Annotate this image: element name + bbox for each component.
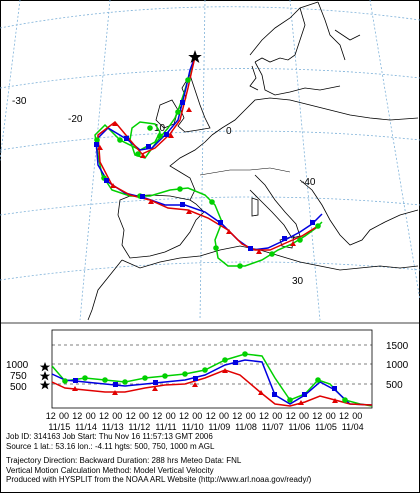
- info-line-5: Produced with HYSPLIT from the NOAA ARL …: [6, 475, 312, 485]
- hour-label: 12: [259, 411, 269, 421]
- hour-label: 12: [72, 411, 82, 421]
- map-label-5: 30: [292, 276, 304, 287]
- left-tick-1: 750: [10, 371, 27, 382]
- height-panel: 1500 1000 500 1000 750 500: [0, 322, 420, 430]
- date-label: 11/09: [208, 422, 230, 430]
- map-label-3: 0: [226, 126, 232, 137]
- date-label: 11/10: [182, 422, 204, 430]
- date-label: 11/04: [342, 422, 364, 430]
- date-label: 11/05: [315, 422, 337, 430]
- map-label-4: -40: [301, 177, 316, 188]
- date-label: 11/15: [48, 422, 70, 430]
- height-source-stars: [39, 362, 51, 390]
- hour-label: 12: [152, 411, 162, 421]
- hour-label: 12: [206, 411, 216, 421]
- hour-label: 12: [46, 411, 56, 421]
- hour-label: 12: [232, 411, 242, 421]
- height-markers-1000: [62, 351, 348, 403]
- info-line-3: Trajectory Direction: Backward Duration:…: [6, 456, 242, 466]
- graticule: [0, 0, 420, 321]
- info-line-1: Job ID: 314163 Job Start: Thu Nov 16 11:…: [6, 432, 213, 441]
- height-plot-area: [51, 329, 373, 409]
- map-label-0: -30: [12, 96, 27, 107]
- right-tick-0: 1500: [386, 341, 409, 352]
- height-right-axis: 1500 1000 500: [386, 341, 409, 391]
- hour-label: 00: [219, 411, 229, 421]
- hour-label: 00: [272, 411, 282, 421]
- height-left-axis: 1000 750 500: [6, 360, 29, 393]
- hour-label: 00: [166, 411, 176, 421]
- hour-label: 12: [126, 411, 136, 421]
- left-tick-0: 1000: [6, 360, 29, 371]
- hour-label: 00: [352, 411, 362, 421]
- hour-label: 00: [246, 411, 256, 421]
- info-line-4: Vertical Motion Calculation Method: Mode…: [6, 465, 214, 475]
- map-source-star: [188, 50, 202, 63]
- date-label: 11/06: [288, 422, 310, 430]
- map-background: [1, 1, 418, 319]
- map-labels: -30 -20 10 0 -40 30: [12, 96, 316, 287]
- right-tick-1: 1000: [386, 360, 409, 371]
- hour-label: 00: [86, 411, 96, 421]
- date-label: 11/13: [102, 422, 124, 430]
- map-label-1: -20: [68, 114, 83, 125]
- date-label: 11/07: [262, 422, 284, 430]
- map-label-2: 10: [154, 123, 166, 134]
- info-line-2: Source 1 lat.: 53.16 lon.: -4.11 hgts: 5…: [6, 441, 215, 451]
- date-label: 11/11: [155, 422, 176, 430]
- date-label: 11/12: [128, 422, 150, 430]
- info-block: Job ID: 314163 Job Start: Thu Nov 16 11:…: [6, 432, 311, 485]
- date-labels: 11/15 11/14 11/13 11/12 11/11 11/10 11/09 11/08…: [48, 422, 363, 430]
- trajectory-figure: -30 -20 10 0 -40 30: [0, 0, 420, 430]
- map-trajectories: [94, 50, 323, 269]
- hour-label: 12: [339, 411, 349, 421]
- hour-label: 00: [192, 411, 202, 421]
- map-panel: -30 -20 10 0 -40 30: [0, 0, 420, 321]
- hour-label: 00: [59, 411, 69, 421]
- date-label: 11/08: [235, 422, 257, 430]
- height-trace-750: [51, 359, 373, 406]
- right-tick-2: 500: [386, 380, 403, 391]
- hour-label: 12: [179, 411, 189, 421]
- hour-label: 12: [286, 411, 296, 421]
- hour-label: 00: [326, 411, 336, 421]
- hour-label: 00: [299, 411, 309, 421]
- hour-label: 00: [139, 411, 149, 421]
- hour-label: 12: [312, 411, 322, 421]
- hour-label: 00: [112, 411, 122, 421]
- date-label: 11/14: [75, 422, 97, 430]
- hour-label: 12: [99, 411, 109, 421]
- height-trace-1000: [51, 353, 373, 407]
- map-markers-750: [94, 100, 315, 251]
- hour-labels: 12 00 12 00 12 00 12 00 12 00 12 00 12 00 12 00 12 00 12 00…: [46, 411, 363, 421]
- height-markers-750: [73, 360, 337, 397]
- left-tick-2: 500: [10, 382, 27, 393]
